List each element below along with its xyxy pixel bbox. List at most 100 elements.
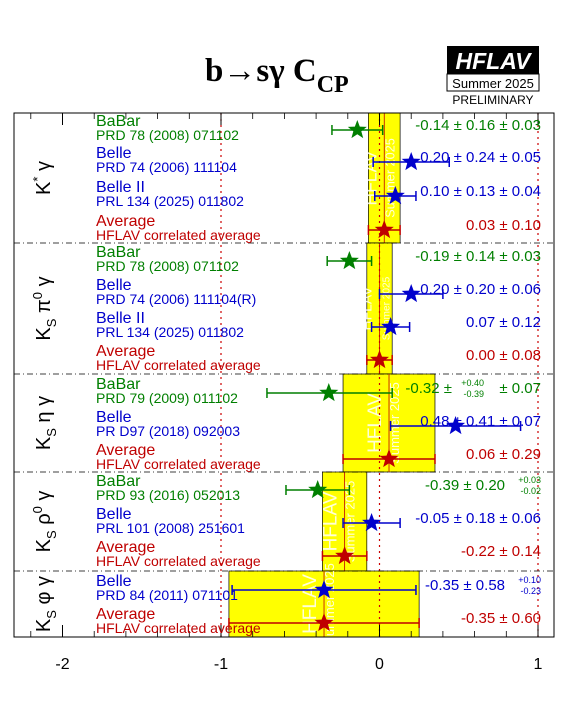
- group-label-3: KS ρ0 γ: [30, 491, 59, 553]
- band-watermark-hflav-1: HFLAV: [359, 286, 375, 331]
- reference-text: HFLAV correlated average: [96, 553, 261, 569]
- group-label-4: KS φ γ: [33, 576, 59, 632]
- reference-text: PRD 93 (2016) 052013: [96, 487, 240, 503]
- data-point-star: [446, 416, 466, 435]
- result-value: 0.20 ± 0.24 ± 0.05: [420, 149, 541, 166]
- data-point-star: [319, 383, 339, 402]
- result-value: 0.03 ± 0.10: [466, 217, 541, 234]
- experiment-name: Belle II: [96, 310, 145, 327]
- result-value: -0.14 ± 0.16 ± 0.03: [415, 117, 541, 134]
- group-label-sub: S: [44, 610, 59, 619]
- chart-title-subscript: CP: [317, 72, 349, 98]
- experiment-name: Belle: [96, 409, 132, 426]
- data-point-star: [401, 152, 421, 171]
- band-watermark-season-1: Summer 2025: [382, 276, 393, 340]
- logo-text: HFLAV: [456, 48, 533, 74]
- chart-title: b→sγ CCP: [205, 53, 349, 98]
- data-point-star: [379, 449, 399, 468]
- band-watermark-hflav-3: HFLAV: [321, 491, 342, 551]
- data-point-star: [385, 186, 405, 205]
- result-value: 0.20 ± 0.20 ± 0.06: [420, 281, 541, 298]
- experiment-name: Belle: [96, 145, 132, 162]
- reference-text: HFLAV correlated average: [96, 456, 261, 472]
- group-label-mid: π: [33, 299, 55, 318]
- data-point-star: [381, 317, 401, 336]
- result-superscript: +0.03: [518, 475, 541, 485]
- experiment-name: BaBar: [96, 376, 141, 393]
- result-value: 0.48 ± 0.41 ± 0.07: [420, 413, 541, 430]
- group-label-base: K: [33, 538, 55, 552]
- data-point-star: [347, 120, 367, 139]
- group-label-sup: 0: [30, 292, 45, 299]
- band-watermark-season-2: Summer 2025: [387, 382, 402, 464]
- result-main: -0.39 ± 0.20: [425, 477, 505, 494]
- result-value: -0.32 ±: [405, 380, 452, 397]
- group-label-mid: φ γ: [33, 576, 55, 610]
- experiment-name: Belle II: [96, 179, 145, 196]
- experiment-name: BaBar: [96, 113, 141, 130]
- group-label-mid: ρ: [33, 513, 55, 530]
- group-label-tail: γ: [33, 161, 55, 177]
- group-label-mid: η γ: [33, 396, 55, 428]
- experiment-name: Belle: [96, 506, 132, 523]
- band-watermark-hflav-2: HFLAV: [365, 393, 386, 453]
- hflav-logo: HFLAV Summer 2025 PRELIMINARY: [446, 46, 540, 107]
- reference-text: PRD 78 (2008) 071102: [96, 127, 239, 143]
- reference-text: PR D97 (2018) 092003: [96, 423, 240, 439]
- reference-text: PRL 134 (2025) 011802: [96, 193, 244, 209]
- result-value: 0.07 ± 0.12: [466, 314, 541, 331]
- reference-text: PRL 101 (2008) 251601: [96, 520, 245, 536]
- experiment-name: Average: [96, 539, 155, 556]
- experiment-name: BaBar: [96, 473, 141, 490]
- data-point-star: [314, 580, 334, 599]
- result-superscript: +0.10: [518, 575, 541, 585]
- experiment-name: Average: [96, 442, 155, 459]
- result-main: -0.32 ±: [405, 380, 452, 397]
- group-label-base: K: [33, 181, 55, 195]
- experiment-name: Average: [96, 606, 155, 623]
- group-label-tail: γ: [33, 491, 55, 507]
- experiment-name: Belle: [96, 277, 132, 294]
- result-value: -0.35 ± 0.60: [461, 610, 541, 627]
- x-tick-label-2: 0: [375, 656, 384, 673]
- result-subscript: -0.39: [463, 389, 484, 399]
- group-label-sup: 0: [30, 506, 45, 513]
- experiment-name: BaBar: [96, 244, 141, 261]
- data-point-star: [335, 546, 355, 565]
- result-value: 0.10 ± 0.13 ± 0.04: [420, 183, 541, 200]
- reference-text: PRD 78 (2008) 071102: [96, 258, 239, 274]
- data-point-star: [401, 284, 421, 303]
- experiment-name: Belle: [96, 573, 132, 590]
- data-point-star: [308, 480, 328, 499]
- result-subscript: -0.23: [520, 586, 541, 596]
- data-point-star: [362, 513, 382, 532]
- logo-season-box: [446, 73, 540, 92]
- reference-text: PRD 74 (2006) 111104: [96, 159, 237, 175]
- experiment-name: Average: [96, 343, 155, 360]
- band-watermark-hflav-4: HFLAV: [300, 574, 321, 634]
- result-subscript: -0.02: [520, 486, 541, 496]
- x-tick-label-0: -2: [55, 656, 69, 673]
- reference-text: PRD 79 (2009) 011102: [96, 390, 238, 406]
- group-label-1: KS π0 γ: [30, 276, 59, 340]
- chart-title-main: b→sγ C: [205, 53, 317, 89]
- x-tick-label-1: -1: [214, 656, 228, 673]
- experiment-name: Average: [96, 213, 155, 230]
- result-value: -0.39 ± 0.20: [425, 477, 505, 494]
- result-value: -0.22 ± 0.14: [461, 543, 541, 560]
- result-tail: ± 0.07: [499, 380, 541, 397]
- group-label-2: KS η γ: [33, 396, 59, 450]
- logo-box: [447, 46, 539, 74]
- reference-text: PRD 74 (2006) 111104(R): [96, 291, 256, 307]
- reference-text: HFLAV correlated average: [96, 357, 261, 373]
- band-watermark-season-4: Summer 2025: [322, 563, 337, 645]
- result-value: 0.00 ± 0.08: [466, 347, 541, 364]
- result-value: 0.06 ± 0.29: [466, 446, 541, 463]
- x-tick-label-3: 1: [534, 656, 543, 673]
- group-label-base: K: [33, 436, 55, 450]
- band-watermark-hflav-0: HFLAV: [360, 150, 380, 205]
- group-label-base: K: [33, 327, 55, 341]
- group-label-sup: *: [30, 177, 45, 182]
